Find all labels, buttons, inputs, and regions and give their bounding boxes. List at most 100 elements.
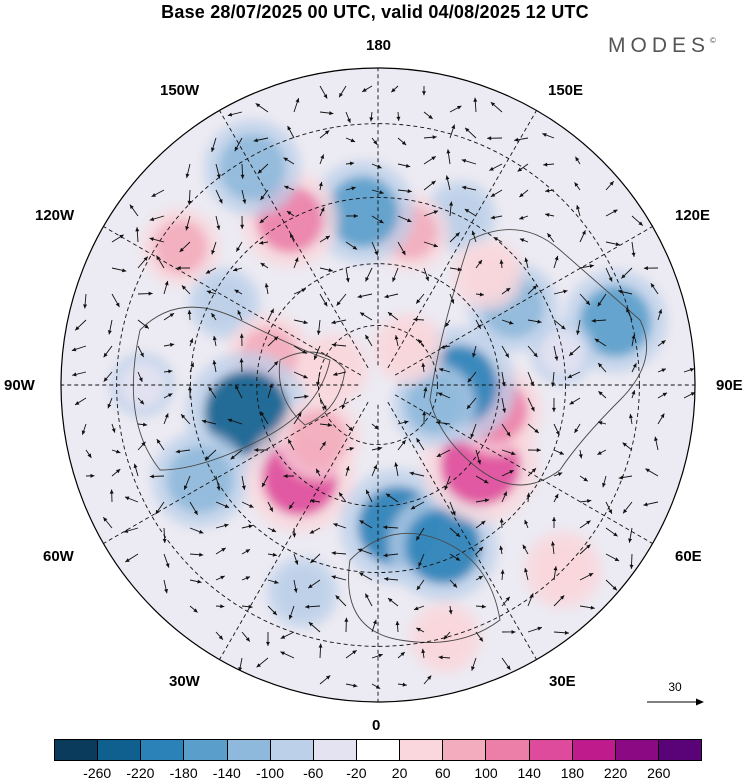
wind-arrow — [102, 516, 113, 529]
wind-arrow-head — [402, 682, 407, 687]
wind-arrow — [286, 210, 295, 217]
wind-arrow — [215, 575, 225, 581]
wind-arrow — [319, 206, 325, 217]
wind-arrow — [345, 137, 356, 143]
wind-arrow — [605, 209, 618, 217]
wind-arrow — [421, 85, 426, 96]
lon-label-90e: 90E — [716, 377, 743, 394]
wind-arrow — [345, 213, 358, 218]
wind-arrow-head — [83, 304, 88, 309]
wind-arrow — [137, 441, 146, 451]
wind-arrow — [461, 158, 477, 165]
wind-arrow — [490, 215, 503, 220]
wind-arrow-head — [240, 174, 245, 179]
wind-arrow-head — [123, 529, 129, 533]
wind-arrow — [163, 413, 169, 425]
wind-arrow — [293, 288, 306, 295]
wind-arrow-head — [645, 468, 650, 473]
wind-arrow-head — [353, 213, 358, 218]
wind-arrow-head — [410, 505, 416, 510]
wind-arrow-head — [103, 517, 108, 522]
wind-arrow — [553, 449, 565, 455]
wind-arrow-head — [631, 390, 636, 395]
wind-arrow — [449, 232, 460, 243]
wind-arrow-head — [109, 489, 114, 494]
wind-arrow-head — [661, 340, 666, 345]
wind-arrow — [319, 111, 334, 116]
wind-arrow — [81, 423, 87, 435]
wind-arrow — [111, 293, 120, 308]
wind-arrow — [493, 236, 503, 243]
wind-arrow-head — [181, 285, 187, 290]
wind-arrow-head — [511, 451, 516, 456]
wind-arrow-head — [661, 368, 666, 373]
meridian-line — [219, 110, 369, 369]
wind-arrow-head — [345, 466, 350, 471]
wind-arrow-head — [530, 406, 535, 412]
wind-arrow — [107, 319, 113, 335]
wind-arrow — [415, 527, 425, 541]
colorbar-tick-label: 180 — [560, 765, 585, 781]
wind-arrow-head — [216, 225, 221, 230]
wind-arrow — [71, 345, 87, 352]
wind-arrow-head — [208, 386, 213, 392]
wind-arrow — [331, 575, 347, 581]
wind-arrow — [449, 553, 461, 561]
wind-arrow-head — [360, 312, 365, 317]
wind-arrow-head — [265, 641, 270, 646]
wind-arrow — [475, 520, 486, 529]
wind-arrow — [365, 334, 373, 347]
wind-arrow-head — [269, 383, 273, 388]
wind-arrow — [579, 544, 591, 555]
wind-arrow-head — [586, 544, 591, 549]
wind-arrow — [574, 182, 581, 191]
wind-arrow — [475, 546, 484, 555]
wind-arrow-head — [273, 336, 279, 341]
wind-arrow-head — [303, 374, 308, 379]
wind-arrow-head — [297, 412, 302, 417]
meridian-line — [387, 110, 537, 369]
wind-arrow-head — [331, 320, 336, 325]
wind-arrow-head — [385, 493, 391, 498]
wind-arrow — [527, 423, 540, 434]
wind-arrow-head — [318, 643, 323, 648]
wind-arrow — [371, 464, 378, 477]
wind-arrow-head — [90, 473, 95, 478]
wind-arrow — [235, 241, 243, 252]
wind-arrow — [309, 527, 321, 534]
wind-arrow — [316, 319, 321, 335]
wind-arrow-head — [471, 666, 475, 671]
wind-arrow — [359, 312, 373, 321]
wind-arrow — [449, 124, 456, 139]
wind-arrow — [444, 319, 451, 328]
wind-arrow — [546, 233, 555, 243]
wind-arrow-head — [455, 556, 461, 561]
wind-arrow — [261, 475, 269, 488]
wind-arrow — [189, 527, 204, 534]
wind-arrow-head — [234, 289, 239, 294]
wind-arrow-head — [499, 518, 504, 523]
lon-label-120w: 120W — [35, 207, 75, 224]
wind-arrow-head — [457, 105, 462, 110]
wind-arrow — [527, 626, 543, 633]
wind-arrow — [111, 449, 121, 454]
wind-arrow-head — [357, 294, 362, 299]
colorbar-swatch — [227, 740, 271, 760]
wind-arrow — [310, 499, 321, 504]
wind-arrow-head — [416, 438, 421, 443]
wind-arrow-head — [169, 342, 175, 347]
wind-arrow-head — [526, 492, 531, 497]
wind-arrow — [181, 285, 191, 295]
wind-arrow — [499, 259, 504, 269]
wind-arrow — [416, 437, 425, 451]
wind-arrow — [345, 186, 356, 191]
wind-arrow — [449, 201, 454, 217]
wind-arrow — [371, 446, 383, 451]
wind-arrow-head — [425, 276, 430, 282]
wind-arrow — [124, 496, 139, 503]
wind-arrow — [475, 319, 482, 330]
wind-arrow — [345, 161, 355, 166]
wind-arrow — [293, 371, 308, 379]
wind-arrow — [255, 103, 269, 113]
wind-arrow-head — [245, 549, 251, 554]
